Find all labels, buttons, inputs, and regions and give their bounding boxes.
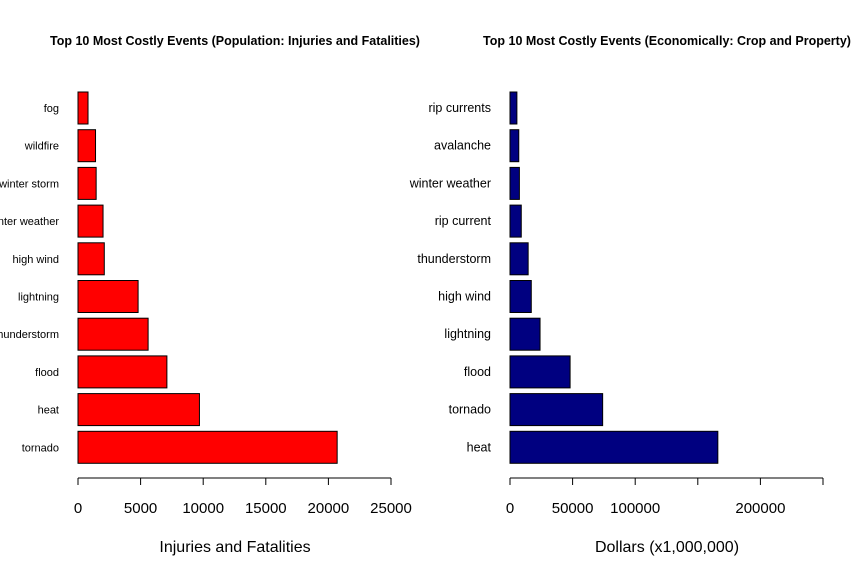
tick-label-injuries-3: 15000 xyxy=(245,500,287,517)
category-label-injuries-flood: flood xyxy=(35,367,59,379)
bar-economic-winter-weather xyxy=(509,166,520,200)
category-label-injuries-fog: fog xyxy=(44,103,59,115)
tick-label-injuries-0: 0 xyxy=(74,500,82,517)
category-label-injuries-heat: heat xyxy=(38,405,59,417)
x-axis-injuries: 0 5000 10000 15000 20000 25000 xyxy=(74,477,412,517)
bar-injuries-flood xyxy=(77,355,168,389)
x-axis-label-economic: Dollars (x1,000,000) xyxy=(595,539,739,556)
x-axis-label-injuries: Injuries and Fatalities xyxy=(159,539,310,556)
category-label-injuries-winter-weather: winter weather xyxy=(0,216,59,228)
bar-economic-flood xyxy=(509,355,571,389)
category-label-injuries-tornado: tornado xyxy=(22,442,59,454)
bar-injuries-winter-storm xyxy=(77,166,97,200)
x-axis-economic: 0 50000 100000 200000 xyxy=(506,477,824,517)
category-label-injuries-winter-storm: winter storm xyxy=(0,178,59,190)
tick-label-economic-1: 50000 xyxy=(552,500,594,517)
bar-economic-heat xyxy=(509,430,719,464)
category-label-injuries-lightning: lightning xyxy=(18,292,59,304)
bar-economic-tornado xyxy=(509,393,604,427)
bar-injuries-heat xyxy=(77,393,200,427)
bar-injuries-thunderstorm xyxy=(77,317,149,351)
tick-label-economic-4: 200000 xyxy=(735,500,785,517)
category-label-economic-winter-weather: winter weather xyxy=(409,176,491,190)
tick-label-injuries-1: 5000 xyxy=(124,500,157,517)
tick-label-injuries-4: 20000 xyxy=(308,500,350,517)
bar-injuries-lightning xyxy=(77,280,139,313)
category-label-injuries-thunderstorm: thunderstorm xyxy=(0,329,59,341)
tick-label-economic-2: 100000 xyxy=(610,500,660,517)
bar-economic-avalanche xyxy=(509,129,520,163)
chart-title-economic: Top 10 Most Costly Events (Economically:… xyxy=(483,34,851,48)
bar-economic-lightning xyxy=(509,317,541,351)
bars-injuries: tornado heat flood thunderstorm lightning hig… xyxy=(0,91,338,464)
chart-injuries-fatalities: Top 10 Most Costly Events (Population: I… xyxy=(0,34,420,556)
tick-label-injuries-5: 25000 xyxy=(370,500,412,517)
bar-injuries-tornado xyxy=(77,430,338,464)
bar-economic-thunderstorm xyxy=(509,242,529,276)
bar-economic-rip-currents xyxy=(509,91,518,125)
bar-injuries-winter-weather xyxy=(77,204,104,238)
bar-injuries-high-wind xyxy=(77,242,105,276)
bar-economic-rip-current xyxy=(509,204,522,238)
category-label-economic-thunderstorm: thunderstorm xyxy=(417,252,491,266)
category-label-economic-high-wind: high wind xyxy=(438,290,491,304)
category-label-injuries-wildfire: wildfire xyxy=(24,141,59,153)
category-label-injuries-high-wind: high wind xyxy=(13,254,59,266)
bars-economic: heat tornado flood lightning high wind thunde… xyxy=(409,91,719,464)
bar-economic-high-wind xyxy=(509,280,532,313)
category-label-economic-tornado: tornado xyxy=(449,403,491,417)
bar-injuries-fog xyxy=(77,91,89,125)
category-label-economic-avalanche: avalanche xyxy=(434,139,491,153)
tick-label-injuries-2: 10000 xyxy=(182,500,224,517)
category-label-economic-flood: flood xyxy=(464,365,491,379)
chart-economic-cost: Top 10 Most Costly Events (Economically:… xyxy=(409,34,851,556)
bar-injuries-wildfire xyxy=(77,129,97,163)
chart-title-injuries: Top 10 Most Costly Events (Population: I… xyxy=(50,34,420,48)
category-label-economic-lightning: lightning xyxy=(444,327,491,341)
category-label-economic-rip-current: rip current xyxy=(435,214,492,228)
tick-label-economic-0: 0 xyxy=(506,500,514,517)
category-label-economic-rip-currents: rip currents xyxy=(428,101,491,115)
category-label-economic-heat: heat xyxy=(467,440,492,454)
